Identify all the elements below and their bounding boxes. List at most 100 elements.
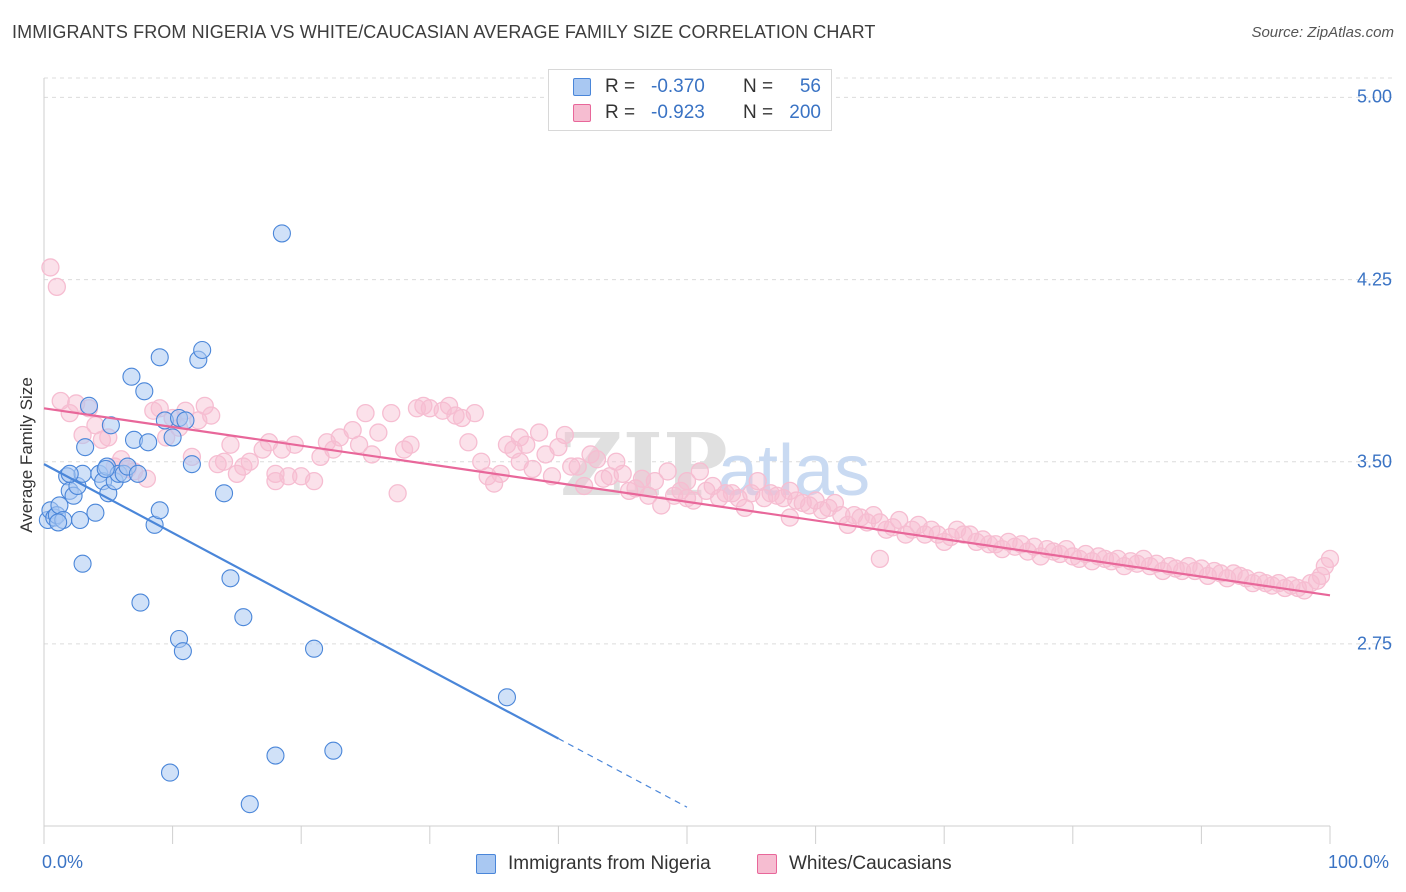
point-whites: [202, 406, 221, 425]
trend-line-whites: [43, 407, 1331, 597]
point-whites: [568, 457, 587, 476]
point-whites: [382, 403, 401, 423]
point-nigeria: [240, 795, 259, 814]
bottom-legend-swatch-pink: [757, 854, 777, 874]
point-whites: [465, 403, 484, 423]
point-whites: [671, 481, 690, 501]
legend-row-whites: R = -0.923 N = 200: [573, 101, 821, 125]
y-tick-label: 3.50: [1356, 451, 1392, 472]
point-whites: [645, 471, 664, 491]
point-whites: [439, 396, 459, 416]
chart-source: Source: ZipAtlas.com: [1251, 24, 1394, 41]
point-nigeria: [86, 503, 105, 522]
legend-r-label: R =: [605, 76, 636, 97]
point-nigeria: [234, 608, 253, 627]
point-whites: [864, 505, 883, 525]
bottom-legend-label: Immigrants from Nigeria: [508, 853, 711, 874]
trend-line-nigeria-extension: [558, 738, 688, 808]
point-nigeria: [79, 396, 99, 415]
point-whites: [47, 277, 67, 297]
point-whites: [51, 391, 70, 411]
point-nigeria: [176, 411, 195, 430]
point-whites: [870, 549, 890, 569]
point-whites: [240, 452, 259, 471]
point-whites: [195, 396, 214, 416]
legend-n-label: N =: [743, 76, 774, 97]
point-nigeria: [150, 348, 169, 367]
point-nigeria: [70, 510, 90, 530]
legend-r-label: R =: [605, 102, 636, 123]
legend-r-value: -0.923: [651, 102, 705, 123]
point-nigeria: [73, 554, 92, 573]
y-tick-label: 5.00: [1356, 86, 1392, 107]
point-nigeria: [101, 416, 120, 435]
point-whites: [221, 435, 240, 454]
point-whites: [266, 471, 285, 491]
point-nigeria: [160, 763, 180, 782]
point-nigeria: [131, 593, 150, 612]
bottom-legend-label: Whites/Caucasians: [789, 853, 952, 874]
bottom-legend-whites: Whites/Caucasians: [757, 852, 952, 876]
legend-r-value: -0.370: [651, 76, 705, 97]
point-nigeria: [173, 642, 192, 661]
bottom-legend-nigeria: Immigrants from Nigeria: [476, 852, 711, 876]
point-whites: [555, 425, 574, 445]
legend-n-value: 56: [799, 76, 821, 97]
trend-lines: [43, 407, 1331, 808]
point-nigeria: [221, 569, 240, 588]
series-nigeria-points: [38, 224, 517, 814]
point-nigeria: [76, 438, 95, 457]
x-tick-label-min: 0.0%: [42, 852, 84, 872]
point-whites: [613, 464, 632, 484]
series-whites-points: [41, 258, 1340, 600]
legend-n-label: N =: [743, 102, 774, 123]
x-tick-label-max: 100.0%: [1328, 852, 1390, 872]
point-nigeria: [135, 382, 154, 401]
point-whites: [517, 435, 536, 454]
bottom-legend-swatch-blue: [476, 854, 496, 874]
point-whites: [304, 471, 324, 491]
point-nigeria: [324, 741, 343, 760]
trend-line-nigeria: [43, 463, 559, 740]
y-tick-label: 2.75: [1356, 633, 1392, 654]
point-whites: [652, 496, 671, 515]
point-whites: [227, 464, 247, 484]
y-tick-label: 4.25: [1356, 269, 1392, 290]
legend-swatch-pink: [573, 104, 591, 122]
point-whites: [562, 457, 581, 476]
point-whites: [459, 433, 478, 452]
chart-title: IMMIGRANTS FROM NIGERIA VS WHITE/CAUCASI…: [12, 22, 876, 42]
point-nigeria: [497, 688, 517, 707]
point-nigeria: [150, 501, 169, 520]
point-whites: [41, 258, 60, 277]
legend-n-value: 200: [789, 102, 821, 123]
point-nigeria: [163, 428, 182, 447]
point-whites: [510, 428, 529, 447]
legend-row-nigeria: R = -0.370 N = 56: [573, 75, 821, 99]
legend-swatch-blue: [573, 78, 591, 96]
point-nigeria: [305, 639, 324, 658]
point-whites: [401, 435, 420, 454]
legend: R = -0.370 N = 56 R = -0.923 N = 200: [548, 69, 832, 131]
axes: [43, 78, 1331, 844]
point-nigeria: [266, 746, 285, 765]
point-nigeria: [122, 367, 141, 386]
point-whites: [388, 484, 407, 503]
point-whites: [369, 423, 388, 442]
point-nigeria: [139, 433, 158, 452]
point-nigeria: [182, 455, 201, 474]
point-whites: [214, 452, 234, 471]
point-nigeria: [49, 513, 68, 532]
point-nigeria: [214, 484, 234, 503]
point-whites: [690, 462, 710, 481]
point-whites: [529, 423, 549, 442]
point-whites: [1311, 566, 1331, 586]
point-nigeria: [96, 459, 115, 479]
point-whites: [780, 481, 800, 501]
point-whites: [1320, 549, 1340, 569]
point-whites: [658, 462, 677, 481]
point-whites: [356, 403, 375, 423]
watermark-zip: ZIP: [560, 415, 728, 516]
point-nigeria: [272, 224, 291, 243]
